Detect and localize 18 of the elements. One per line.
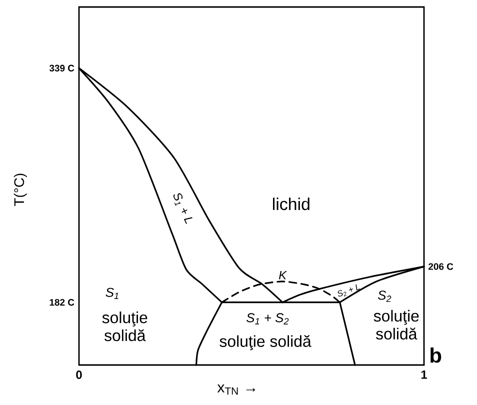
annotation: S$_{1}$ + L bbox=[173, 193, 192, 224]
x-tick-label: 1 bbox=[421, 370, 427, 379]
x-tick-label: 0 bbox=[76, 370, 82, 379]
y-tick-label: 339 C bbox=[49, 64, 74, 72]
annotation: K bbox=[278, 271, 287, 280]
annotation: S$_{2}$ bbox=[378, 290, 392, 302]
y-axis-title: T(°C) bbox=[14, 174, 27, 206]
annotation: S$_{2}$ + L bbox=[338, 284, 360, 297]
y-tick-label: 182 C bbox=[50, 299, 74, 306]
annotation: S$_{1}$ bbox=[106, 288, 118, 299]
x-axis-title: x$_{TN}$ → bbox=[217, 384, 256, 395]
annotation: soluţie solidă bbox=[374, 310, 419, 340]
annotation: soluţie solidă bbox=[220, 335, 312, 350]
annotation: lichid bbox=[273, 198, 310, 210]
annotation: S$_{1}$ + S$_{2}$ bbox=[246, 313, 289, 324]
text: b bbox=[430, 347, 442, 363]
annotation: soluţie solidă bbox=[102, 312, 148, 342]
annotation: 206 C bbox=[428, 263, 454, 270]
